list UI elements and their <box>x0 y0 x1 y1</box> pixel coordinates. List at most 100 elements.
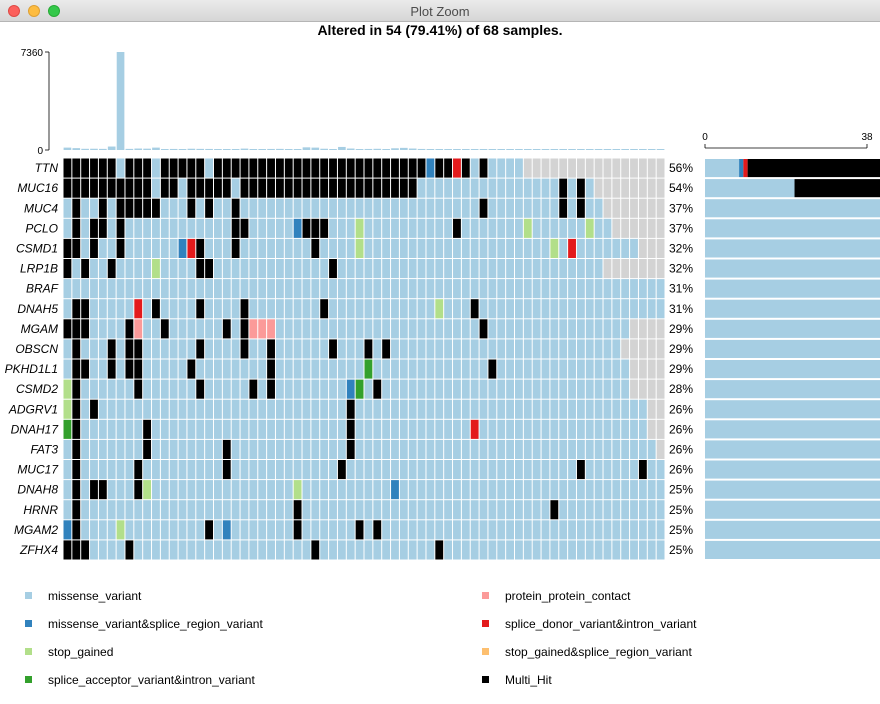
heatmap-cell <box>382 319 391 339</box>
heatmap-cell <box>214 359 222 379</box>
heatmap-cell <box>178 480 187 500</box>
heatmap-cell <box>373 339 382 359</box>
heatmap-cell <box>568 379 576 399</box>
heatmap-cell <box>576 419 585 439</box>
percent-label: 25% <box>669 503 693 517</box>
heatmap-cell <box>205 319 213 339</box>
gene-label: MUC17 <box>17 463 59 477</box>
tmb-bar <box>231 149 240 150</box>
heatmap-cell <box>532 439 541 459</box>
heatmap-cell <box>284 500 293 520</box>
heatmap-cell <box>116 178 125 198</box>
heatmap-cell <box>116 238 125 258</box>
heatmap-cell <box>506 540 514 560</box>
heatmap-cell <box>541 520 550 540</box>
heatmap-cell <box>638 439 647 459</box>
heatmap-cell <box>284 299 293 319</box>
heatmap-cell <box>72 279 81 299</box>
heatmap-cell <box>594 480 603 500</box>
heatmap-cell <box>559 238 568 258</box>
heatmap-cell <box>107 178 116 198</box>
heatmap-cell <box>656 339 665 359</box>
heatmap-cell <box>532 259 541 279</box>
heatmap-cell <box>152 480 160 500</box>
heatmap-cell <box>656 178 665 198</box>
heatmap-cell <box>72 259 81 279</box>
heatmap-cell <box>249 460 258 480</box>
tmb-bar <box>426 149 435 150</box>
heatmap-cell <box>329 178 337 198</box>
heatmap-cell <box>435 279 444 299</box>
heatmap-cell <box>214 540 222 560</box>
heatmap-cell <box>497 439 506 459</box>
heatmap-cell <box>107 238 116 258</box>
heatmap-cell <box>143 299 152 319</box>
heatmap-cell <box>435 339 444 359</box>
heatmap-cell <box>638 339 647 359</box>
heatmap-cell <box>576 319 585 339</box>
heatmap-cell <box>638 500 647 520</box>
heatmap-cell <box>205 439 213 459</box>
heatmap-cell <box>337 299 346 319</box>
heatmap-cell <box>506 259 514 279</box>
heatmap-cell <box>638 198 647 218</box>
heatmap-cell <box>506 359 514 379</box>
heatmap-cell <box>515 259 523 279</box>
heatmap-cell <box>240 319 249 339</box>
percent-label: 26% <box>669 442 693 456</box>
heatmap-cell <box>346 460 355 480</box>
heatmap-cell <box>585 500 594 520</box>
heatmap-cell <box>107 439 116 459</box>
heatmap-cell <box>647 359 656 379</box>
heatmap-cell <box>178 339 187 359</box>
heatmap-cell <box>364 279 373 299</box>
heatmap-cell <box>515 379 523 399</box>
heatmap-cell <box>258 178 267 198</box>
heatmap-cell <box>568 319 576 339</box>
heatmap-cell <box>399 520 408 540</box>
heatmap-cell <box>320 279 329 299</box>
heatmap-cell <box>541 419 550 439</box>
heatmap-cell <box>594 158 603 178</box>
heatmap-cell <box>523 500 532 520</box>
heatmap-cell <box>453 319 461 339</box>
minimize-window-button[interactable] <box>28 5 40 17</box>
heatmap-cell <box>461 480 470 500</box>
window-title: Plot Zoom <box>410 4 470 19</box>
heatmap-cell <box>169 279 178 299</box>
heatmap-cell <box>550 319 559 339</box>
heatmap-cell <box>621 178 630 198</box>
heatmap-cell <box>152 218 160 238</box>
heatmap-cell <box>152 259 160 279</box>
heatmap-cell <box>169 460 178 480</box>
close-window-button[interactable] <box>8 5 20 17</box>
tmb-bar <box>125 148 134 150</box>
heatmap-cell <box>470 218 479 238</box>
heatmap-cell <box>63 439 72 459</box>
heatmap-cell <box>143 439 152 459</box>
heatmap-cell <box>506 319 514 339</box>
heatmap-cell <box>63 299 72 319</box>
heatmap-cell <box>125 198 134 218</box>
heatmap-cell <box>497 178 506 198</box>
heatmap-cell <box>293 359 302 379</box>
gene-bar-segment <box>705 319 880 338</box>
heatmap-cell <box>311 540 320 560</box>
heatmap-cell <box>240 299 249 319</box>
heatmap-cell <box>240 238 249 258</box>
heatmap-cell <box>275 319 284 339</box>
heatmap-cell <box>532 379 541 399</box>
heatmap-cell <box>488 460 497 480</box>
heatmap-cell <box>205 540 213 560</box>
heatmap-cell <box>125 379 134 399</box>
heatmap-cell <box>107 520 116 540</box>
heatmap-cell <box>541 198 550 218</box>
heatmap-cell <box>559 339 568 359</box>
heatmap-cell <box>453 299 461 319</box>
heatmap-cell <box>568 259 576 279</box>
heatmap-cell <box>585 359 594 379</box>
heatmap-cell <box>302 198 311 218</box>
heatmap-cell <box>506 500 514 520</box>
maximize-window-button[interactable] <box>48 5 60 17</box>
heatmap-cell <box>205 480 213 500</box>
